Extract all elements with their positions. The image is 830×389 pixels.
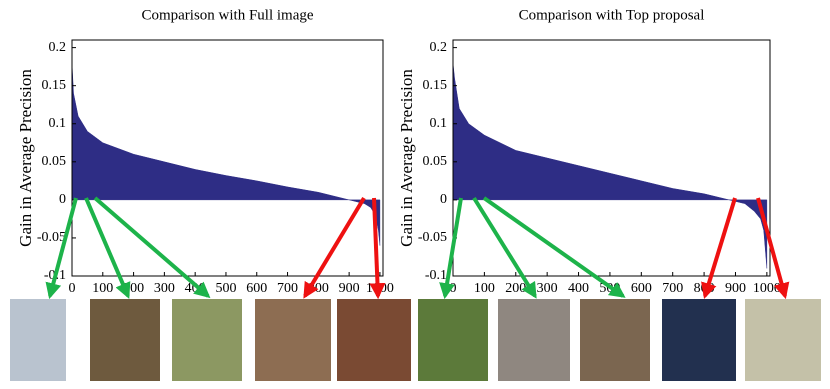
y-tick-label: 0.15	[423, 78, 448, 93]
thumbnail	[10, 299, 66, 381]
x-tick-label: 100	[474, 281, 495, 296]
thumbnail	[90, 299, 160, 381]
arrow	[439, 197, 463, 300]
thumbnail	[580, 299, 650, 381]
y-tick-label: 0.2	[430, 40, 448, 55]
arrow	[303, 196, 366, 299]
x-tick-label: 300	[154, 281, 175, 296]
arrow	[93, 196, 211, 299]
y-axis-label: Gain in Average Precision	[16, 69, 35, 247]
plots: Comparison with Full image Gain in Averag…	[16, 7, 781, 296]
y-tick-label: 0	[59, 192, 66, 207]
x-tick-label: 700	[277, 281, 298, 296]
arrow	[482, 196, 626, 298]
chart-title: Comparison with Top proposal	[519, 7, 705, 23]
x-tick-label: 600	[631, 281, 652, 296]
y-tick-label: 0.1	[430, 116, 448, 131]
arrow	[84, 197, 131, 299]
axes-frame	[452, 39, 771, 277]
y-tick-label: 0.2	[49, 40, 67, 55]
x-tick-label: 500	[215, 281, 236, 296]
x-tick-label: 700	[662, 281, 683, 296]
x-tick-label: 200	[505, 281, 526, 296]
y-tick-label: 0.1	[49, 116, 67, 131]
thumbnail	[418, 299, 488, 381]
x-tick-label: 300	[537, 281, 558, 296]
x-tick-label: 900	[339, 281, 360, 296]
x-tick-label: 0	[69, 281, 76, 296]
x-tick-label: 600	[246, 281, 267, 296]
y-axis-label: Gain in Average Precision	[397, 69, 416, 247]
y-tick-label: 0.05	[423, 154, 448, 169]
arrow	[472, 196, 537, 299]
arrows	[45, 196, 790, 300]
thumbnails	[10, 299, 821, 381]
x-tick-label: 900	[725, 281, 746, 296]
thumbnail	[172, 299, 242, 381]
y-tick-label: -0.05	[37, 230, 66, 245]
arrow	[701, 197, 737, 300]
thumbnail	[745, 299, 821, 381]
thumbnail	[255, 299, 331, 381]
x-tick-label: 1000	[366, 281, 394, 296]
arrow	[369, 197, 386, 300]
x-tick-label: 0	[450, 281, 457, 296]
thumbnail	[498, 299, 570, 381]
arrow	[45, 197, 78, 300]
x-tick-label: 1000	[753, 281, 781, 296]
thumbnail	[337, 299, 411, 381]
chart-title: Comparison with Full image	[141, 7, 313, 23]
area	[452, 62, 768, 269]
thumbnail	[662, 299, 736, 381]
axes-frame	[71, 39, 384, 277]
x-tick-label: 400	[568, 281, 589, 296]
y-tick-label: 0.15	[42, 78, 67, 93]
y-tick-label: 0	[440, 192, 447, 207]
y-tick-label: -0.1	[425, 268, 447, 283]
y-tick-label: -0.05	[418, 230, 447, 245]
x-tick-label: 100	[92, 281, 113, 296]
y-tick-label: 0.05	[42, 154, 67, 169]
arrow	[756, 197, 790, 300]
